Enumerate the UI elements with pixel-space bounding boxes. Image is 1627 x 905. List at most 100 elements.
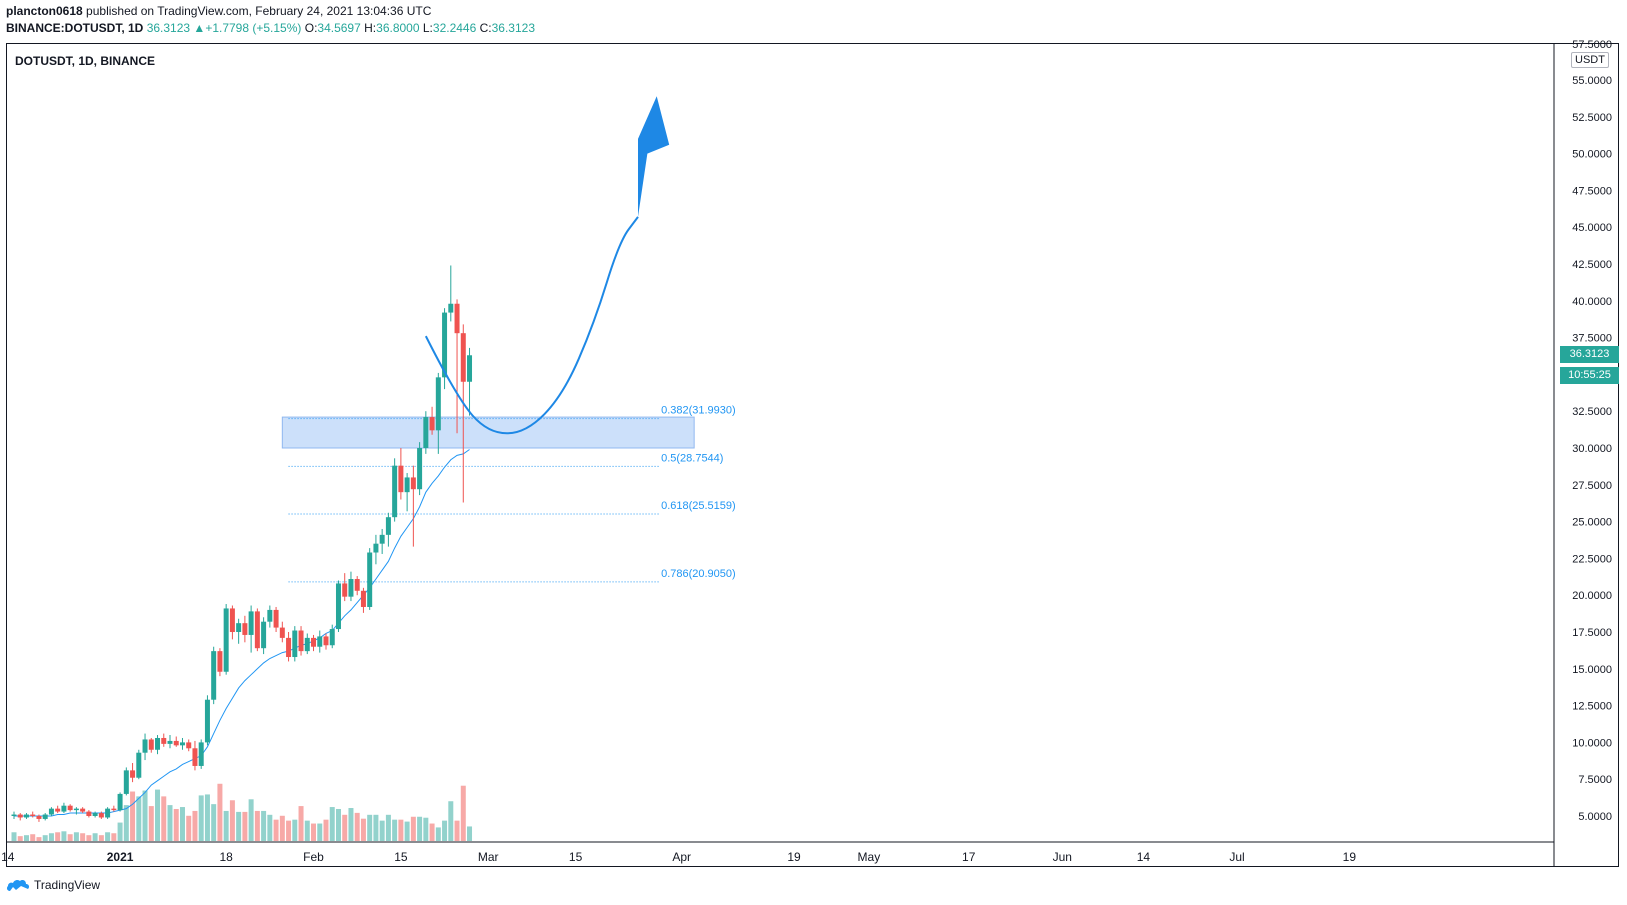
candle [404,473,410,512]
close-label: C: [479,21,492,35]
candle [217,648,223,677]
candle [335,580,341,632]
volume-bar [80,833,86,841]
y-tick-label: 30.0000 [1572,443,1612,455]
candle-body [48,808,54,815]
candle [467,347,473,416]
candle-body [267,609,273,622]
candle-body [142,739,148,753]
candle [448,265,454,322]
chart-frame[interactable] [6,43,1619,867]
candle [23,813,29,819]
volume-bar [73,832,79,841]
volume-bar [417,816,423,841]
y-tick-label: 55.0000 [1572,75,1612,87]
candle-body [360,590,366,607]
candle-body [229,608,235,632]
volume-bar [86,835,92,841]
candle-body [204,699,210,743]
volume-bar [155,789,161,841]
candle [236,618,242,644]
candle [410,465,416,547]
candle-body [198,742,204,766]
candle [80,807,86,814]
candle [454,299,460,434]
x-tick-label: Jul [1229,850,1244,864]
candle-body [248,611,254,635]
countdown-tag: 10:55:25 [1560,367,1619,384]
volume-bar [448,801,454,841]
candle [142,733,148,761]
candle-body [105,808,111,818]
candle-body [311,637,317,647]
y-tick-label: 22.5000 [1572,553,1612,565]
x-tick-label: 14 [1137,850,1151,864]
candle [423,411,429,454]
volume-bar [367,814,373,841]
candle [460,324,466,503]
volume-bar [454,820,460,841]
candle [385,512,391,547]
candle [311,634,317,652]
candle [148,737,154,753]
candle-body [392,465,398,518]
y-tick-label: 17.5000 [1572,627,1612,639]
volume-bar [204,794,210,841]
author-name[interactable]: plancton0618 [6,4,83,18]
candle-body [61,805,67,812]
candle [317,630,323,653]
volume-bar [261,810,267,841]
volume-bar [273,819,279,841]
volume-bar [217,783,223,841]
candle-body [435,377,441,431]
x-tick-label: 19 [1343,850,1357,864]
y-tick-label: 25.0000 [1572,517,1612,529]
candle [379,528,385,554]
candle-body [335,583,341,630]
up-triangle-icon: ▲ [193,21,206,35]
candle-body [385,517,391,535]
volume-bar [11,832,17,841]
candle-body [410,477,416,490]
volume-bar [398,819,404,841]
candle-body [179,742,185,746]
candle-body [379,534,385,544]
candle [198,739,204,769]
candle [161,733,167,747]
candle [329,624,335,649]
candle [417,442,423,496]
volume-bar [323,819,329,841]
candle-body [136,752,142,778]
volume-bar [292,819,298,841]
candle-body [442,312,448,378]
candle [73,807,79,815]
candle-body [86,811,92,816]
volume-bar [167,805,173,841]
symbol-line: BINANCE:DOTUSDT, 1D [6,21,144,35]
volume-bar [354,812,360,841]
candle [36,814,42,822]
volume-bar [248,799,254,841]
candle [223,604,229,675]
candle [173,736,179,747]
volume-bar [123,805,129,841]
y-tick-label: 20.0000 [1572,590,1612,602]
volume-bar [42,835,48,841]
tradingview-logo[interactable]: TradingView [6,877,100,893]
currency-tag[interactable]: USDT [1571,52,1609,68]
volume-bar [36,837,42,841]
volume-bar [67,834,73,841]
open-label: O: [304,21,318,35]
candle [360,587,366,613]
candle [192,740,198,771]
candle [304,633,310,655]
candle-body [167,740,173,744]
candle [354,576,360,596]
candle-body [30,814,36,816]
volume-bar [404,821,410,841]
volume-bar [373,814,379,841]
x-tick-label: 17 [962,850,976,864]
candle-body [367,552,373,607]
candle [392,458,398,522]
